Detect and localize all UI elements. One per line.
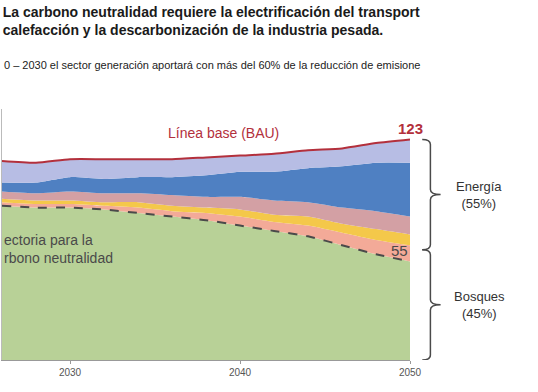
svg-text:2040: 2040 — [229, 367, 252, 378]
svg-text:Línea base (BAU): Línea base (BAU) — [168, 125, 279, 141]
svg-text:2030: 2030 — [59, 367, 82, 378]
svg-text:Bosques(45%): Bosques(45%) — [454, 289, 505, 321]
svg-text:Energía(55%): Energía(55%) — [456, 179, 502, 211]
svg-text:2050: 2050 — [399, 367, 422, 378]
svg-text:55: 55 — [391, 242, 408, 259]
svg-text:123: 123 — [398, 120, 423, 137]
svg-text:0 – 2030 el sector generación: 0 – 2030 el sector generación aportará c… — [4, 59, 420, 71]
svg-text:ectoria para larbono neutralid: ectoria para larbono neutralidad — [4, 232, 113, 266]
svg-text:La carbono neutralidad requier: La carbono neutralidad requiere la elect… — [3, 4, 420, 38]
